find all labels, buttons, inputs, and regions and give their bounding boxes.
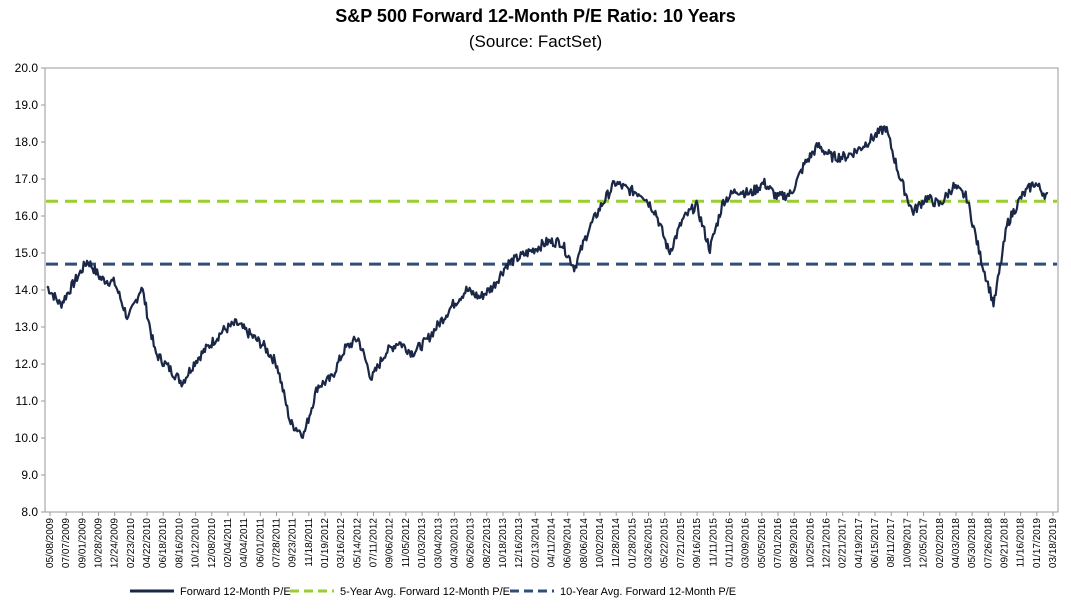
x-tick-label: 10/02/2014 [595,518,606,568]
x-tick-label: 10/28/2009 [94,518,105,568]
x-tick-label: 08/22/2013 [482,518,493,568]
x-tick-label: 03/26/2015 [644,518,655,568]
legend-label: 10-Year Avg. Forward 12-Month P/E [560,586,736,598]
legend-label: 5-Year Avg. Forward 12-Month P/E [340,586,510,598]
x-tick-label: 11/18/2011 [304,518,315,567]
x-tick-label: 08/11/2017 [886,518,897,568]
x-tick-label: 01/19/2012 [320,518,331,568]
legend: Forward 12-Month P/E 5-Year Avg. Forward … [130,586,736,598]
legend-label: Forward 12-Month P/E [180,586,291,598]
chart-title: S&P 500 Forward 12-Month P/E Ratio: 10 Y… [335,6,736,26]
x-tick-label: 03/16/2012 [336,518,347,568]
y-tick-label: 20.0 [15,61,39,75]
x-tick-label: 08/29/2016 [789,518,800,568]
x-tick-label: 09/06/2012 [385,518,396,568]
x-tick-label: 04/11/2014 [547,518,558,568]
x-tick-label: 09/16/2015 [692,518,703,568]
series-line-forward-pe [46,125,1049,439]
x-tick-label: 10/09/2017 [902,518,913,568]
x-tick-label: 07/28/2011 [271,518,282,568]
x-tick-label: 05/30/2018 [967,518,978,568]
x-tick-label: 06/01/2011 [255,518,266,568]
x-tick-label: 02/02/2018 [935,518,946,568]
x-tick-label: 03/04/2013 [433,518,444,568]
x-tick-label: 08/06/2014 [579,518,590,568]
x-tick-label: 12/05/2017 [919,518,930,568]
x-tick-label: 02/21/2017 [838,518,849,568]
x-tick-label: 12/08/2010 [207,518,218,568]
x-tick-label: 10/18/2013 [498,518,509,568]
x-tick-label: 12/21/2016 [822,518,833,568]
y-axis: 20.0 19.0 18.0 17.0 16.0 15.0 14.0 13.0 12.0 11.0… [15,61,45,519]
x-tick-label: 07/01/2016 [773,518,784,568]
x-tick-label: 05/14/2012 [352,518,363,568]
x-tick-label: 09/01/2009 [77,518,88,568]
x-tick-label: 07/07/2009 [61,518,72,568]
plot-area [44,67,1059,513]
x-tick-label: 05/05/2016 [757,518,768,568]
x-tick-label: 03/09/2016 [741,518,752,568]
y-tick-label: 18.0 [15,135,39,149]
y-tick-label: 13.0 [15,320,39,334]
x-tick-label: 01/11/2016 [724,518,735,568]
x-tick-label: 04/04/2011 [239,518,250,568]
x-tick-label: 02/13/2014 [530,518,541,568]
x-tick-label: 04/22/2010 [142,518,153,568]
x-tick-label: 10/12/2010 [191,518,202,568]
pe-line-group [46,125,1049,439]
x-tick-label: 02/04/2011 [223,518,234,568]
y-tick-label: 11.0 [16,394,39,408]
x-tick-label: 06/26/2013 [466,518,477,568]
x-tick-label: 08/16/2010 [174,518,185,568]
x-tick-label: 07/26/2018 [983,518,994,568]
x-tick-label: 05/22/2015 [660,518,671,568]
y-tick-label: 15.0 [15,246,39,260]
x-tick-label: 09/21/2018 [999,518,1010,568]
x-tick-label: 06/18/2010 [158,518,169,568]
y-tick-label: 8.0 [21,505,38,519]
x-tick-label: 02/23/2010 [126,518,137,568]
x-tick-label: 10/25/2016 [805,518,816,568]
y-tick-label: 10.0 [15,431,39,445]
x-tick-label: 11/28/2014 [611,518,622,568]
x-tick-label: 04/19/2017 [854,518,865,568]
x-tick-label: 01/17/2019 [1032,518,1043,568]
x-tick-label: 09/23/2011 [288,518,299,568]
x-tick-label: 01/28/2015 [627,518,638,568]
x-axis: 05/08/2009 07/07/2009 09/01/2009 10/28/2009… [45,512,1059,568]
x-tick-label: 06/15/2017 [870,518,881,568]
y-tick-label: 14.0 [15,283,39,297]
y-tick-label: 17.0 [15,172,39,186]
x-tick-label: 07/21/2015 [676,518,687,568]
average-lines [46,199,1057,266]
x-tick-label: 04/30/2013 [449,518,460,568]
y-tick-label: 12.0 [15,357,39,371]
y-tick-label: 16.0 [15,209,39,223]
x-tick-label: 07/11/2012 [369,518,380,568]
x-tick-label: 04/03/2018 [951,518,962,568]
x-tick-label: 01/03/2013 [417,518,428,568]
x-tick-label: 03/18/2019 [1048,518,1059,568]
x-tick-label: 11/16/2018 [1016,518,1027,568]
x-tick-label: 11/11/2015 [708,518,719,567]
x-tick-label: 12/24/2009 [110,518,121,568]
y-tick-label: 9.0 [21,468,38,482]
x-tick-label: 11/05/2012 [401,518,412,568]
x-tick-label: 12/16/2013 [514,518,525,568]
chart-subtitle: (Source: FactSet) [468,32,603,51]
x-tick-label: 06/09/2014 [563,518,574,568]
x-tick-label: 05/08/2009 [45,518,56,568]
y-tick-label: 19.0 [15,98,39,112]
